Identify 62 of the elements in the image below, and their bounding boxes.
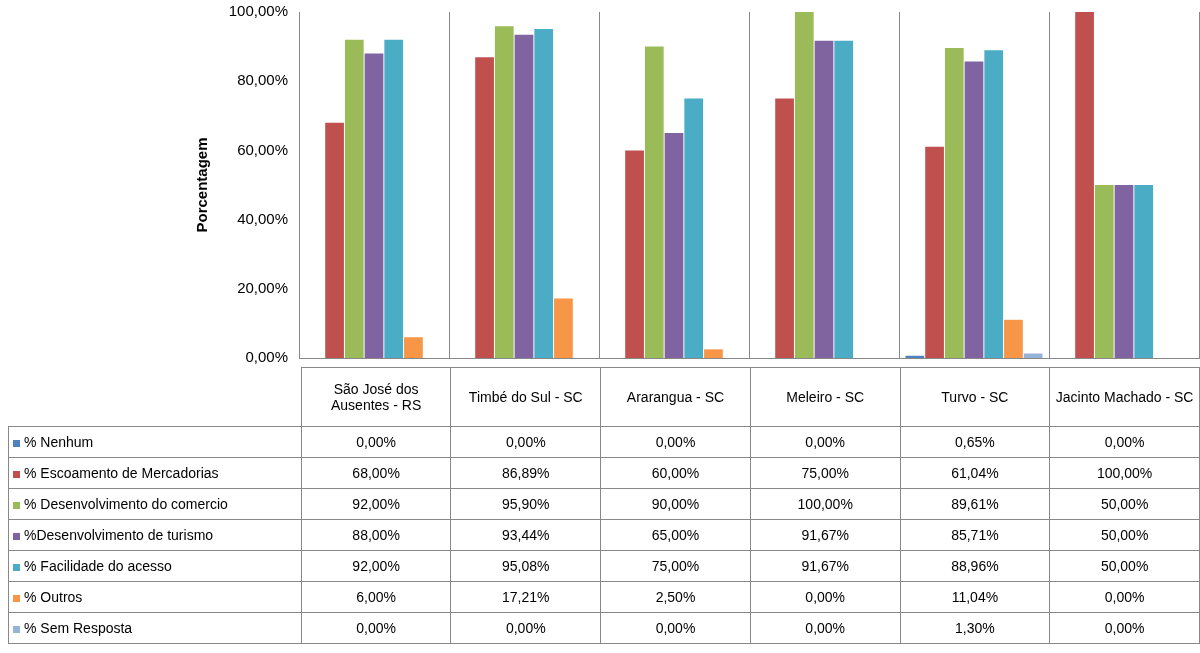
data-label: 68,00%	[301, 457, 451, 489]
data-label: 92,00%	[301, 488, 451, 520]
data-label: 50,00%	[1049, 519, 1200, 551]
x-tick-label: Ararangua - SC	[600, 367, 751, 427]
data-label: 6,00%	[301, 581, 451, 613]
legend-label: % Sem Resposta	[8, 612, 302, 644]
data-label: 0,00%	[600, 426, 751, 458]
legend-label: % Outros	[8, 581, 302, 613]
data-label: 50,00%	[1049, 550, 1200, 582]
data-label: 91,67%	[750, 550, 901, 582]
x-tick-label: São José dos Ausentes - RS	[301, 367, 451, 427]
data-label: 89,61%	[900, 488, 1050, 520]
data-label: 0,00%	[600, 612, 751, 644]
x-tick-label: Jacinto Machado - SC	[1049, 367, 1200, 427]
data-label: 11,04%	[900, 581, 1050, 613]
data-label: 86,89%	[450, 457, 601, 489]
data-label: 85,71%	[900, 519, 1050, 551]
data-label: 91,67%	[750, 519, 901, 551]
legend-label: % Facilidade do acesso	[8, 550, 302, 582]
y-tick-label: 20,00%	[237, 278, 288, 296]
data-label: 0,00%	[1049, 426, 1200, 458]
data-label: 95,08%	[450, 550, 601, 582]
x-tick-label: Timbé do Sul - SC	[450, 367, 601, 427]
x-tick-label: Turvo - SC	[900, 367, 1050, 427]
data-label: 0,00%	[450, 612, 601, 644]
data-label: 0,00%	[1049, 581, 1200, 613]
data-label: 0,00%	[301, 426, 451, 458]
data-label: 0,00%	[1049, 612, 1200, 644]
y-tick-label: 60,00%	[237, 140, 288, 158]
data-label: 0,00%	[450, 426, 601, 458]
legend-label: % Desenvolvimento do comercio	[8, 488, 302, 520]
data-label: 75,00%	[600, 550, 751, 582]
y-tick-label: 0,00%	[245, 348, 288, 366]
data-label: 1,30%	[900, 612, 1050, 644]
data-label: 95,90%	[450, 488, 601, 520]
data-label: 90,00%	[600, 488, 751, 520]
data-label: 2,50%	[600, 581, 751, 613]
y-tick-label: 40,00%	[237, 209, 288, 227]
data-label: 88,96%	[900, 550, 1050, 582]
data-label: 0,00%	[750, 581, 901, 613]
data-label: 0,00%	[301, 612, 451, 644]
data-label: 93,44%	[450, 519, 601, 551]
data-label: 0,00%	[750, 426, 901, 458]
legend-label: %Desenvolvimento de turismo	[8, 519, 302, 551]
data-label: 75,00%	[750, 457, 901, 489]
data-label: 92,00%	[301, 550, 451, 582]
y-tick-label: 100,00%	[228, 2, 288, 20]
data-label: 60,00%	[600, 457, 751, 489]
data-label: 0,00%	[750, 612, 901, 644]
data-label: 50,00%	[1049, 488, 1200, 520]
data-label: 61,04%	[900, 457, 1050, 489]
data-label: 17,21%	[450, 581, 601, 613]
y-axis-title: Porcentagem	[193, 137, 211, 233]
data-label: 88,00%	[301, 519, 451, 551]
legend-label: % Escoamento de Mercadorias	[8, 457, 302, 489]
data-label: 65,00%	[600, 519, 751, 551]
y-tick-label: 80,00%	[237, 71, 288, 89]
data-label: 100,00%	[1049, 457, 1200, 489]
legend-label: % Nenhum	[8, 426, 302, 458]
x-tick-label: Meleiro - SC	[750, 367, 901, 427]
data-label: 0,65%	[900, 426, 1050, 458]
data-label: 100,00%	[750, 488, 901, 520]
